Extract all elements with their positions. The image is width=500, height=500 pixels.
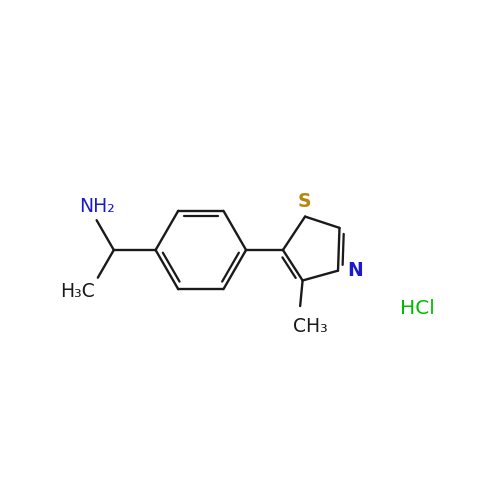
Text: H₃C: H₃C [60,282,96,300]
Text: N: N [347,261,362,280]
Text: S: S [298,192,311,210]
Text: CH₃: CH₃ [292,318,328,336]
Text: NH₂: NH₂ [78,198,114,216]
Text: HCl: HCl [400,300,434,318]
